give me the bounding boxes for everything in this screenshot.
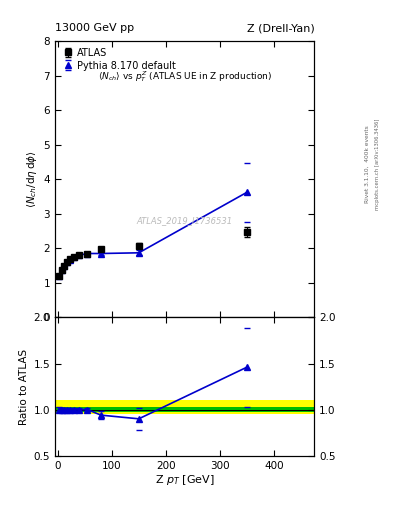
Text: Rivet 3.1.10,  400k events: Rivet 3.1.10, 400k events — [365, 125, 370, 203]
Y-axis label: $\langle N_{ch}/\mathrm{d}\eta\,\mathrm{d}\phi\rangle$: $\langle N_{ch}/\mathrm{d}\eta\,\mathrm{… — [26, 151, 39, 208]
Text: $\langle N_{ch}\rangle$ vs $p_T^Z$ (ATLAS UE in Z production): $\langle N_{ch}\rangle$ vs $p_T^Z$ (ATLA… — [97, 69, 272, 83]
Text: Z (Drell-Yan): Z (Drell-Yan) — [247, 23, 314, 33]
Text: ATLAS_2019_I1736531: ATLAS_2019_I1736531 — [137, 216, 233, 225]
Bar — [55, 408, 314, 412]
Text: mcplots.cern.ch [arXiv:1306.3436]: mcplots.cern.ch [arXiv:1306.3436] — [375, 118, 380, 209]
Y-axis label: Ratio to ATLAS: Ratio to ATLAS — [19, 349, 29, 424]
Legend: ATLAS, Pythia 8.170 default: ATLAS, Pythia 8.170 default — [60, 46, 178, 73]
Bar — [55, 400, 314, 414]
Text: 13000 GeV pp: 13000 GeV pp — [55, 23, 134, 33]
X-axis label: Z $p_T$ [GeV]: Z $p_T$ [GeV] — [155, 473, 215, 487]
